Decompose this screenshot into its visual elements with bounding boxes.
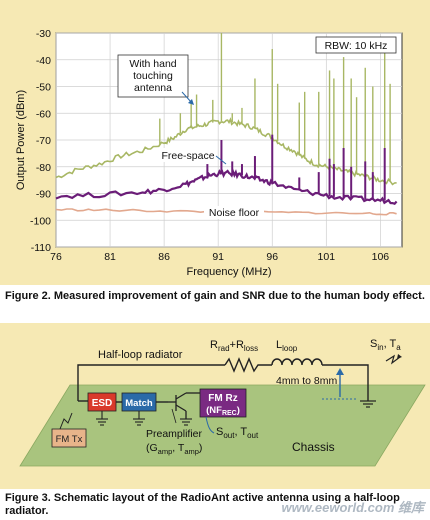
nf-rec-label: (NFREC) xyxy=(206,405,240,417)
series-line xyxy=(55,168,398,205)
l-loop-label: Lloop xyxy=(276,339,298,353)
preamp-leader-line xyxy=(171,408,177,424)
x-tick-label: 81 xyxy=(104,251,116,263)
preamplifier-icon xyxy=(168,392,200,419)
x-tick-label: 76 xyxy=(50,251,62,263)
fm-receiver-block xyxy=(199,388,247,418)
loop-wire-right xyxy=(322,364,369,401)
y-tick-label: -90 xyxy=(36,189,51,201)
chassis-label: Chassis xyxy=(292,440,335,454)
preamp-params-label: (Gamp, Tamp) xyxy=(146,442,202,456)
preamp-label: Preamplifier xyxy=(146,428,203,440)
y-tick-label: -70 xyxy=(36,135,51,147)
chassis-plane xyxy=(19,384,426,467)
height-dimension-arrow xyxy=(322,368,358,400)
figure3-caption: Figure 3. Schematic layout of the RadioA… xyxy=(5,492,400,517)
x-tick-label: 86 xyxy=(158,251,170,263)
rbw-label: RBW: 10 kHz xyxy=(325,40,388,52)
inductor-icon xyxy=(271,358,323,366)
y-tick-label: -60 xyxy=(36,108,51,120)
hand-annotation-arrowhead xyxy=(188,99,194,105)
half-loop-wire xyxy=(77,364,225,401)
hand-annotation-label: touching xyxy=(133,70,173,82)
dimension-label: 4mm to 8mm xyxy=(276,375,338,387)
ground-icon xyxy=(360,400,376,408)
resistor-icon xyxy=(224,357,272,373)
ground-icons-row xyxy=(96,411,192,426)
freespace-label: Free-space xyxy=(161,150,214,162)
watermark: www.eeworld.com 维库 xyxy=(281,500,424,515)
noise-label-bg xyxy=(204,206,264,219)
hand-annotation-label: antenna xyxy=(134,82,172,94)
freespace-label-bg xyxy=(160,148,216,162)
s-out-label: Sout, Tout xyxy=(216,426,259,440)
y-tick-label: -30 xyxy=(36,28,51,40)
half-loop-label: Half-loop radiator xyxy=(98,349,183,361)
hand-annotation-box xyxy=(117,54,189,98)
x-tick-label: 101 xyxy=(318,251,336,263)
schematic-diagram: ESD Match FM Rz (NFREC) FM Tx xyxy=(19,338,426,467)
hand-annotation-label: With hand xyxy=(129,58,176,70)
fm-tx-antenna-icon xyxy=(59,412,73,430)
output-leader-line xyxy=(205,416,215,434)
y-tick-label: -40 xyxy=(36,55,51,67)
fm-rz-label: FM Rz xyxy=(208,393,237,404)
rbw-box xyxy=(315,36,397,54)
y-tick-label: -100 xyxy=(30,215,51,227)
figure2-panel: -30 -40 -50 -60 -70 -80 -90 -100 -110 76 81 86 91 96 1… xyxy=(0,0,430,285)
fm-tx-block xyxy=(51,428,87,448)
y-axis-label: Output Power (dBm) xyxy=(15,90,27,190)
x-tick-label: 106 xyxy=(372,251,390,263)
fm-tx-label: FM Tx xyxy=(56,434,83,445)
noise-floor-label: Noise floor xyxy=(209,207,260,219)
x-tick-label: 91 xyxy=(212,251,224,263)
r-rad-loss-label: Rrad+Rloss xyxy=(210,339,258,353)
esd-label: ESD xyxy=(92,398,113,409)
y-tick-label: -80 xyxy=(36,162,51,174)
figure2-caption: Figure 2. Measured improvement of gain a… xyxy=(5,290,425,302)
freespace-arrow xyxy=(215,155,227,165)
x-axis-label: Frequency (MHz) xyxy=(187,266,272,278)
match-label: Match xyxy=(125,398,153,409)
y-tick-label: -110 xyxy=(31,242,51,254)
x-tick-label: 96 xyxy=(266,251,278,263)
y-tick-label: -50 xyxy=(36,82,51,94)
figure3-panel: ESD Match FM Rz (NFREC) FM Tx xyxy=(0,323,430,489)
s-in-label: Sin, Ta xyxy=(370,338,401,352)
incoming-signal-icon xyxy=(385,354,401,365)
